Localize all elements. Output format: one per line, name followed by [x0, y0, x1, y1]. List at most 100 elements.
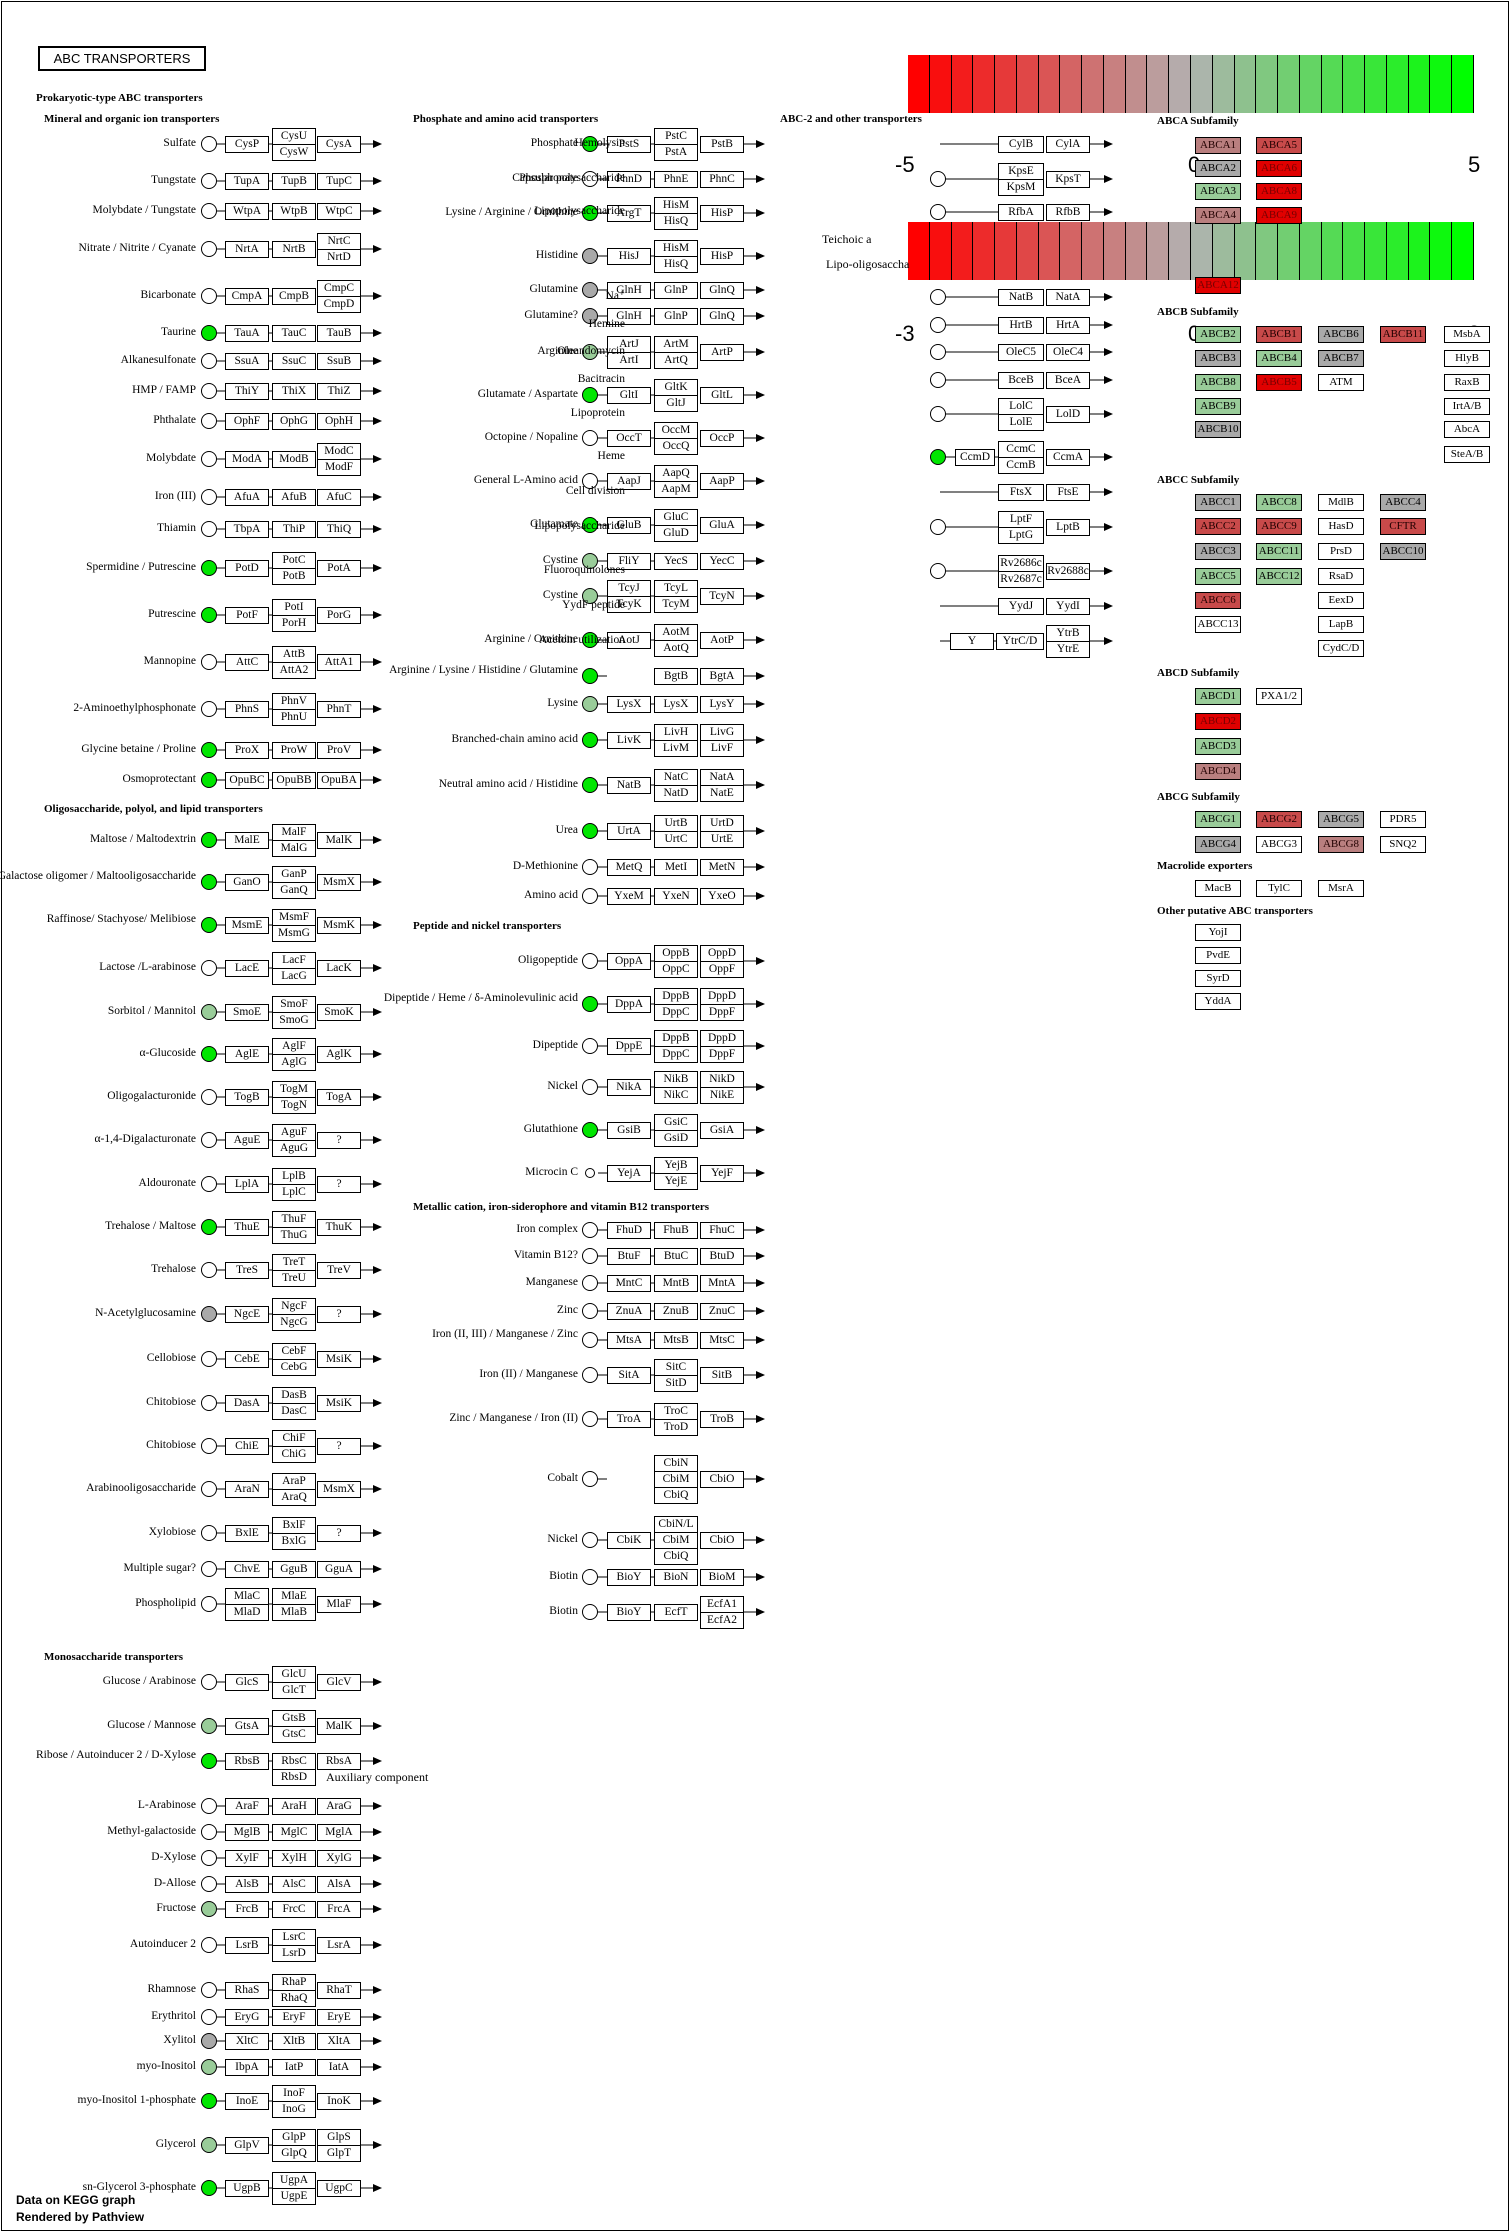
substrate-circle: [930, 344, 946, 360]
gene-box: ABCC12: [1256, 568, 1302, 585]
arrow-head: [756, 1475, 765, 1483]
legend-label: -5: [895, 152, 915, 177]
arrow-head: [1104, 348, 1113, 356]
gene-box: DasC: [272, 1403, 316, 1420]
substrate-circle: [201, 203, 217, 219]
gene-box: GlnH: [607, 282, 651, 299]
gene-box: OccT: [607, 430, 651, 447]
substrate-circle: [582, 1411, 598, 1427]
substrate-circle: [582, 171, 598, 187]
legend-swatch: [973, 222, 996, 280]
arrow-head: [756, 1336, 765, 1344]
arrow-head: [373, 1722, 382, 1730]
gene-box: SitC: [654, 1359, 698, 1376]
substrate-label: Chitobiose: [146, 1439, 196, 1451]
gene-box: LolE: [998, 414, 1044, 431]
gene-box: ABCG4: [1195, 836, 1241, 853]
gene-box: AraN: [225, 1481, 269, 1498]
legend-swatch: [1234, 55, 1257, 113]
partial-label: Lipo-oligosaccha: [826, 257, 910, 271]
subfamily-heading: Macrolide exporters: [1157, 860, 1253, 872]
gene-box: TcyN: [700, 588, 744, 605]
gene-box: LsrB: [225, 1937, 269, 1954]
gene-box: AapQ: [654, 465, 698, 482]
gene-box: MalG: [272, 840, 316, 857]
gene-box: ArtQ: [654, 352, 698, 369]
gene-box: RfbA: [998, 204, 1044, 221]
gene-box: LolD: [1046, 406, 1090, 423]
gene-box: AglF: [272, 1038, 316, 1055]
gene-box: ABCC8: [1256, 494, 1302, 511]
substrate-circle: [582, 387, 598, 403]
gene-box: DppC: [654, 1046, 698, 1063]
gene-box: MlaE: [272, 1588, 316, 1605]
legend-swatch: [1191, 55, 1213, 113]
gene-box: LivM: [654, 740, 698, 757]
gene-box: XltB: [272, 2033, 316, 2050]
substrate-circle: [582, 1303, 598, 1319]
arrow-head: [1104, 453, 1113, 461]
substrate-circle: [201, 1596, 217, 1612]
gene-box: ChvE: [225, 1561, 269, 1578]
gene-box: CFTR: [1380, 518, 1426, 535]
gene-box: Y: [950, 633, 994, 650]
substrate-circle: [201, 1753, 217, 1769]
gene-box: CebG: [272, 1359, 316, 1376]
arrow-head: [756, 1169, 765, 1177]
substrate-label: myo-Inositol 1-phosphate: [77, 2094, 197, 2106]
substrate-circle: [582, 1367, 598, 1383]
footer-data-source: Data on KEGG graph: [16, 2193, 136, 2207]
substrate-label: Fructose: [156, 1902, 196, 1914]
arrow-head: [756, 1252, 765, 1260]
legend-swatch: [1299, 222, 1322, 280]
gene-box: EryF: [272, 2009, 316, 2026]
legend-swatch: [1365, 222, 1387, 280]
gene-box: RhaP: [272, 1974, 316, 1991]
substrate-label: Sorbitol / Mannitol: [107, 1005, 196, 1017]
substrate-circle: [582, 888, 598, 904]
arrow-head: [756, 391, 765, 399]
gene-box: AotP: [700, 632, 744, 649]
gene-box: YecC: [700, 553, 744, 570]
gene-box: PotA: [317, 560, 361, 577]
substrate-label: Iron complex: [516, 1223, 578, 1235]
gene-box: OleC5: [998, 344, 1044, 361]
gene-box: BtuF: [607, 1248, 651, 1265]
gene-box: CcmC: [998, 441, 1044, 458]
gene-box: WtpA: [225, 203, 269, 220]
gene-box: MlaF: [317, 1596, 361, 1613]
arrow-head: [756, 736, 765, 744]
subsection-heading: ABC-2 and other transporters: [780, 113, 922, 125]
gene-box: EcfT: [654, 1604, 698, 1621]
substrate-label: myo-Inositol: [136, 2060, 196, 2072]
arrow-head: [373, 1093, 382, 1101]
gene-box: CysW: [272, 144, 316, 161]
arrow-head: [373, 525, 382, 533]
gene-box: ChiF: [272, 1430, 316, 1447]
substrate-circle: [201, 413, 217, 429]
gene-box: DppA: [607, 996, 651, 1013]
gene-box: ABCA9: [1256, 207, 1302, 224]
gene-box: MdlB: [1318, 494, 1364, 511]
legend-swatch: [908, 55, 930, 113]
gene-box: MsiK: [317, 1395, 361, 1412]
arrow-head: [1104, 488, 1113, 496]
gene-box: OpuBC: [225, 772, 269, 789]
substrate-label: N-Acetylglucosamine: [95, 1307, 196, 1319]
gene-box: MacB: [1195, 880, 1241, 897]
gene-box: ABCB7: [1318, 350, 1364, 367]
substrate-circle: [201, 1798, 217, 1814]
gene-box: OppF: [700, 961, 744, 978]
gene-box: LacF: [272, 952, 316, 969]
arrow-head: [373, 1050, 382, 1058]
gene-box: CbiM: [654, 1471, 698, 1488]
gene-box: ABCD1: [1195, 688, 1241, 705]
arrow-head: [373, 878, 382, 886]
gene-box: XltA: [317, 2033, 361, 2050]
gene-box: AglE: [225, 1046, 269, 1063]
substrate-label: 2-Aminoethylphosphonate: [73, 702, 196, 714]
gene-box: Rv2686c: [998, 555, 1044, 572]
gene-box: NatA: [700, 769, 744, 786]
substrate-circle: [930, 317, 946, 333]
gene-box: TcyJ: [607, 580, 651, 597]
